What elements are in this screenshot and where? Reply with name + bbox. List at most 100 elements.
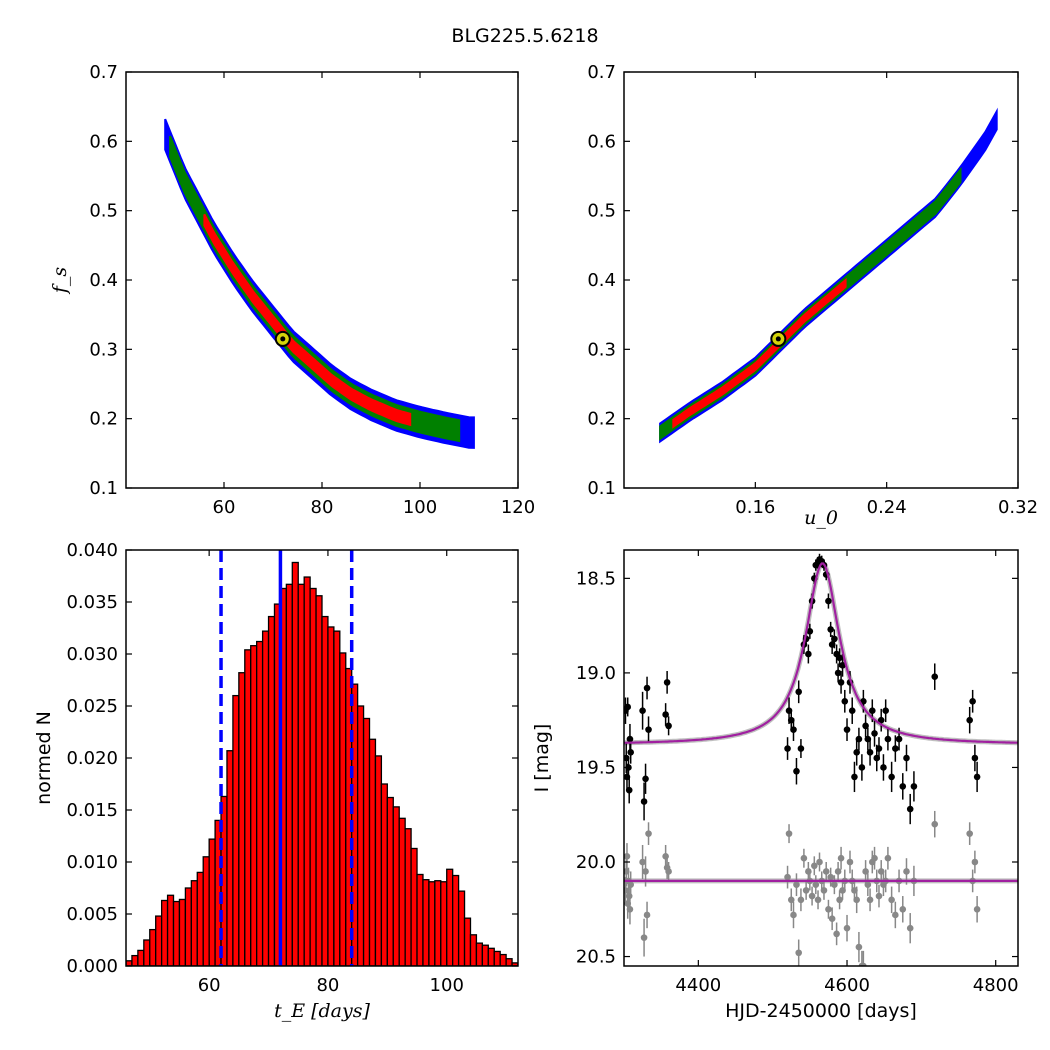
- data-point: [642, 775, 649, 783]
- data-point: [969, 697, 976, 705]
- x-tick-label: 0.24: [867, 497, 907, 518]
- data-point: [831, 635, 838, 643]
- histogram-bar: [416, 873, 424, 966]
- x-tick-label: 80: [311, 497, 334, 518]
- histogram-bar: [315, 595, 323, 966]
- y-tick-label: 0.2: [89, 409, 118, 430]
- credible-region-inner: [203, 213, 412, 427]
- residual-point: [846, 858, 854, 866]
- x-axis-label: t_E [days]: [274, 1000, 370, 1022]
- residual-point: [866, 896, 874, 904]
- data-point: [793, 767, 800, 775]
- histogram-bar: [291, 561, 299, 966]
- data-point: [853, 749, 860, 756]
- panel-te-histogram: 60 80 100 0.000 0.005 0.010 0.015 0.020 0.025 0.0…: [33, 540, 519, 1022]
- y-tick-label: 0.4: [89, 270, 118, 291]
- residual-point: [787, 896, 795, 904]
- residual-point: [831, 881, 838, 888]
- panel-fs-vs-u0-posterior: 0.16 0.24 0.32 0.1 0.2 0.3 0.4 0.5 0.6 0.7 u_0: [587, 62, 1038, 529]
- data-point: [892, 745, 899, 752]
- residual-point: [843, 924, 851, 932]
- x-tick-label: 4600: [824, 975, 870, 996]
- x-tick-label: 80: [316, 975, 339, 996]
- best-fit-center: [280, 336, 286, 342]
- histogram-bar: [126, 960, 133, 966]
- y-tick-label: 0.1: [587, 478, 616, 499]
- residual-point: [966, 830, 973, 837]
- y-tick-label: 0.015: [66, 800, 118, 821]
- x-axis-label: HJD-2450000 [days]: [725, 1000, 917, 1022]
- x-axis-label: u_0: [804, 507, 838, 529]
- histogram-bar: [250, 645, 258, 966]
- residual-point: [827, 873, 834, 881]
- histogram-bar: [463, 917, 472, 966]
- residual-point: [875, 892, 883, 900]
- x-tick-label: 0.32: [998, 497, 1038, 518]
- data-point: [862, 722, 869, 730]
- residual-point: [795, 949, 802, 957]
- data-point: [855, 735, 863, 743]
- x-tick-label: 60: [213, 497, 236, 518]
- histogram-bar: [457, 890, 466, 966]
- residual-point: [784, 873, 791, 881]
- residual-point: [642, 868, 649, 875]
- data-point: [851, 773, 858, 781]
- histogram-bar: [469, 934, 478, 966]
- data-point: [899, 783, 907, 790]
- y-tick-label: 0.035: [66, 592, 118, 613]
- y-tick-label: 0.1: [89, 478, 118, 499]
- residual-point: [785, 830, 793, 837]
- residual-point: [836, 896, 843, 904]
- residual-point: [626, 905, 634, 913]
- data-point: [663, 679, 671, 686]
- y-tick-label: 0.4: [587, 270, 616, 291]
- histogram-bar: [386, 796, 394, 966]
- histogram-bar: [499, 953, 507, 966]
- data-point: [848, 707, 856, 715]
- histogram-bar: [196, 871, 204, 966]
- tick-marks: [624, 550, 1018, 966]
- histogram-bar: [487, 947, 495, 966]
- axes-frame: [125, 549, 519, 967]
- residual-point: [973, 905, 981, 913]
- residual-point: [643, 911, 651, 919]
- y-tick-label: 0.040: [66, 540, 118, 561]
- axes-frame: [623, 549, 1019, 967]
- y-tick-label: 0.2: [587, 409, 616, 430]
- histogram-bar: [333, 630, 341, 966]
- histogram-bar: [155, 915, 163, 966]
- histogram-bar: [446, 868, 454, 966]
- residual-point: [811, 862, 818, 870]
- residual-point: [627, 881, 634, 888]
- data-point: [665, 722, 672, 730]
- data-point: [806, 628, 814, 635]
- residual-point: [816, 858, 823, 866]
- residual-point: [797, 896, 805, 904]
- data-point: [834, 669, 842, 677]
- histogram-bar: [137, 949, 145, 966]
- data-point: [966, 716, 973, 724]
- x-tick-label: 100: [403, 497, 437, 518]
- residual-point: [853, 896, 860, 904]
- panel-light-curve: 4400 4600 4800 18.5 19.0 19.5 20.0 20.5 HJD-245…: [531, 549, 1019, 1022]
- histogram-bar: [208, 838, 216, 966]
- figure-title: BLG225.5.6218: [451, 25, 598, 47]
- y-tick-label: 20.0: [576, 852, 616, 873]
- histogram-bar: [392, 806, 400, 966]
- data-point: [827, 626, 834, 633]
- residual-point: [808, 892, 816, 900]
- histogram-bar: [178, 898, 187, 966]
- best-fit-center: [775, 336, 781, 342]
- residual-point: [790, 911, 797, 919]
- data-point: [875, 745, 883, 752]
- data-point: [931, 673, 939, 680]
- data-point: [906, 805, 914, 813]
- residual-point: [820, 887, 828, 894]
- y-tick-label: 0.025: [66, 696, 118, 717]
- y-tick-label: 18.5: [576, 568, 616, 589]
- data-point: [645, 726, 652, 733]
- residual-point: [645, 830, 652, 837]
- residual-point: [931, 820, 939, 828]
